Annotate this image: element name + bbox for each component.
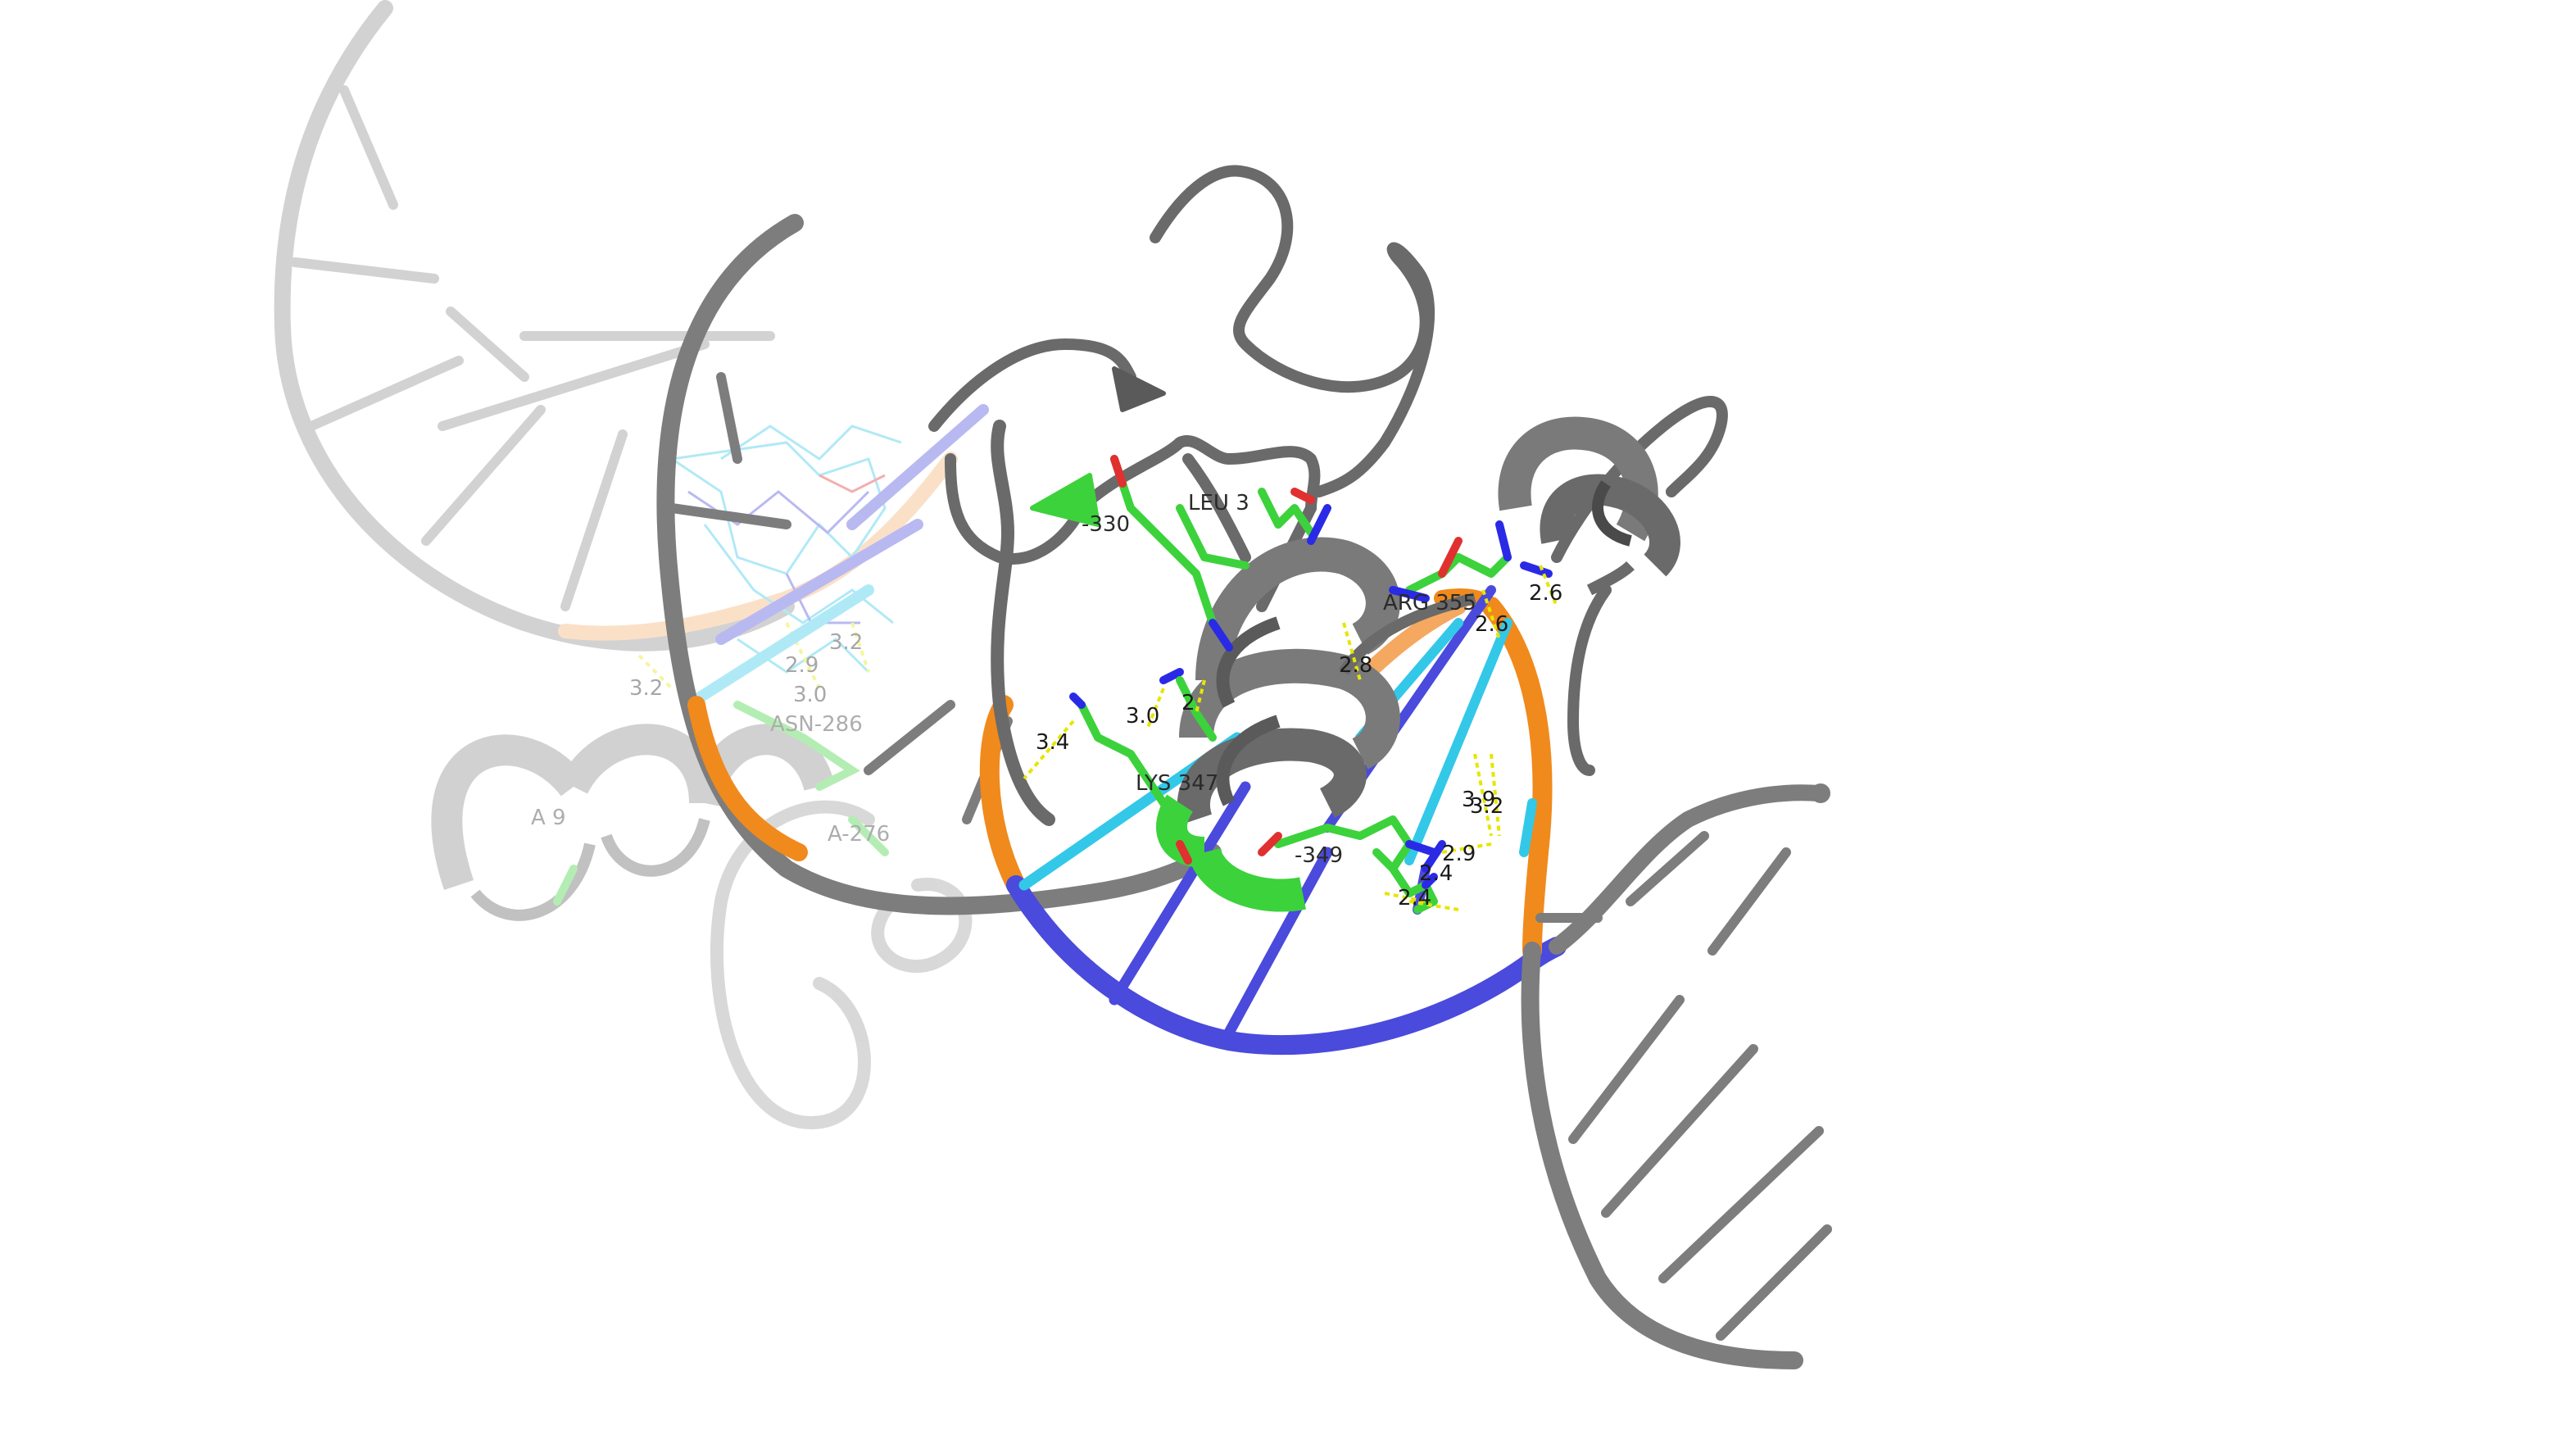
dist-label-5: 2.6 bbox=[1475, 612, 1508, 637]
label-arg355: ARG 355 bbox=[1383, 591, 1476, 615]
label-leu: LEU 3 bbox=[1188, 491, 1249, 515]
faded-protein-loop bbox=[710, 800, 875, 1130]
dna-strand-right bbox=[1521, 783, 1832, 1369]
dist-label-2: 3.0 bbox=[1126, 704, 1159, 729]
faded-protein-loop-2 bbox=[871, 878, 973, 974]
faded-dist-3: 3.0 bbox=[793, 683, 827, 707]
label-a9: A 9 bbox=[531, 806, 566, 830]
faded-dist-4: 2.9 bbox=[785, 653, 819, 678]
dist-label-9: 2.9 bbox=[1442, 842, 1476, 866]
dna-strand-left bbox=[656, 214, 1222, 915]
residue-sidechains bbox=[1069, 455, 1553, 914]
faded-dist-2: 3.2 bbox=[629, 676, 663, 701]
dist-label-8: 3.2 bbox=[1470, 794, 1503, 819]
faded-ligand-wire bbox=[668, 425, 902, 674]
hydrogen-bonds bbox=[1023, 565, 1558, 911]
protein-helix-right bbox=[1498, 416, 1680, 596]
label-a276: A-276 bbox=[828, 822, 890, 847]
faded-base-rungs bbox=[290, 85, 775, 611]
label-lys347: LYS 347 bbox=[1136, 771, 1218, 796]
protein-helix-center bbox=[1156, 537, 1476, 912]
faded-dist-1: 3.2 bbox=[829, 630, 863, 655]
label-asn286: ASN-286 bbox=[770, 712, 863, 737]
dist-label-4: 2.8 bbox=[1339, 653, 1372, 678]
background-structure: ASN-286 A-276 A 9 3.2 3.2 3.0 2.9 bbox=[274, 0, 989, 1130]
dist-label-10: 2.4 bbox=[1419, 861, 1453, 886]
strand-end-cap bbox=[1811, 783, 1830, 803]
faded-hbonds bbox=[637, 622, 870, 690]
dist-label-6: 2.6 bbox=[1529, 581, 1562, 606]
label-res-330: -330 bbox=[1082, 512, 1130, 537]
dist-label-11: 2.4 bbox=[1398, 886, 1431, 910]
dist-label-7: 3.9 bbox=[1462, 788, 1495, 812]
faded-residues bbox=[553, 701, 889, 906]
faded-dna-backbone-orange bbox=[558, 452, 958, 641]
dist-label-3: 2 bbox=[1181, 691, 1195, 715]
faded-dna-backbone bbox=[274, 0, 795, 652]
dist-label-1: 3.4 bbox=[1036, 730, 1069, 755]
label-res-349: -349 bbox=[1295, 843, 1343, 868]
dna-rungs-right bbox=[1568, 831, 1832, 1341]
